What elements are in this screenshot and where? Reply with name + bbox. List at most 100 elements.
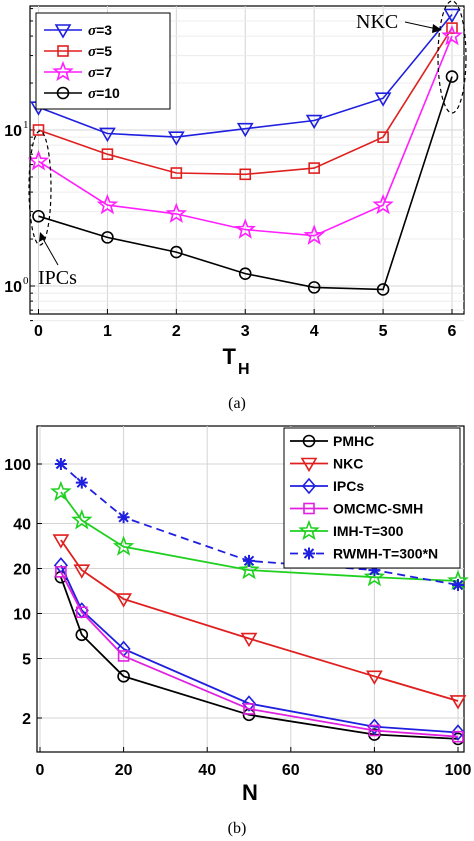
chart-b-data-point xyxy=(115,593,132,608)
chart-b-legend-label: PMHC xyxy=(333,433,374,449)
chart-a-series-2 xyxy=(27,24,463,245)
chart-a-data-point xyxy=(101,231,114,244)
chart-b-series-4 xyxy=(50,480,469,591)
chart-a-data-point xyxy=(377,131,389,143)
chart-b-data-point xyxy=(240,632,258,648)
chart-b-legend-label: OMCMC-SMH xyxy=(333,501,423,517)
chart-b-ytick-label: 40 xyxy=(13,516,31,533)
chart-a-xtick-label: 2 xyxy=(172,323,181,340)
chart-b-data-point xyxy=(76,606,88,619)
chart-a-data-point xyxy=(99,127,116,143)
annotation-ipcs: IPCs xyxy=(38,267,77,289)
chart-a-data-point xyxy=(443,8,461,24)
chart-a-data-point xyxy=(165,202,188,223)
chart-a-data-point xyxy=(170,167,183,179)
chart-b-data-point xyxy=(117,511,130,524)
chart-a-series-line xyxy=(38,35,453,237)
chart-a-xtick-label: 1 xyxy=(103,323,112,340)
chart-b-legend-marker xyxy=(301,477,317,495)
chart-b-series-line xyxy=(60,463,459,586)
nkc-arrowhead xyxy=(432,24,442,33)
chart-b-data-point xyxy=(75,628,89,642)
chart-b-data-point xyxy=(452,730,464,743)
chart-b-series-3 xyxy=(55,566,464,743)
chart-a-xlabel-sub: H xyxy=(238,361,250,378)
chart-b-legend-marker xyxy=(303,547,315,560)
chart-b-data-point xyxy=(117,670,130,683)
chart-b-series-line xyxy=(60,491,459,582)
chart-a-legend-label: σ=3 xyxy=(88,22,112,39)
chart-a-legend-marker xyxy=(54,24,72,39)
chart-a-data-point xyxy=(446,22,458,34)
chart-a-series-line xyxy=(38,13,453,138)
chart-a-data-point xyxy=(170,245,183,259)
chart-b-data-point xyxy=(50,480,72,502)
chart-b-data-point xyxy=(117,650,130,662)
chart-a-xtick-label: 6 xyxy=(448,323,457,340)
chart-b-data-point xyxy=(243,703,255,715)
chart-b-data-point xyxy=(238,558,260,580)
chart-a-legend-marker xyxy=(52,60,74,82)
chart-b-legend-marker xyxy=(302,434,316,448)
chart-b-data-point xyxy=(243,554,255,567)
chart-b-data-point xyxy=(449,695,467,710)
chart-a-series-line xyxy=(38,76,453,291)
chart-a-xtick-label: 5 xyxy=(379,323,388,340)
chart-b-legend-label: IPCs xyxy=(333,478,364,494)
chart-b-series-0 xyxy=(54,570,465,746)
chart-b-data-point xyxy=(75,476,88,489)
chart-b-xtick-label: 100 xyxy=(445,762,472,779)
ipcs-arrow xyxy=(41,236,59,266)
chart-b-ytick-label: 20 xyxy=(13,561,31,578)
chart-b-legend-box xyxy=(283,427,461,569)
chart-b-series-5 xyxy=(54,458,464,592)
chart-b-data-point xyxy=(55,566,67,578)
chart-b-series-1 xyxy=(52,534,467,710)
chart-a-data-point xyxy=(441,24,463,46)
chart-b-xtick-label: 0 xyxy=(36,762,45,779)
chart-b-series-line xyxy=(60,576,459,740)
chart-a-data-point xyxy=(376,283,390,296)
chart-b-data-point xyxy=(112,535,135,556)
chart-b-data-point xyxy=(54,458,67,470)
chart-a-series-3 xyxy=(32,70,459,296)
chart-b-data-point xyxy=(368,564,381,577)
chart-b-legend-label: IMH-T=300 xyxy=(333,523,404,539)
chart-a-data-point xyxy=(374,92,392,107)
chart-a-data-point xyxy=(307,281,321,294)
chart-b-x-ticks: 0 20 40 60 80 100 xyxy=(36,747,472,779)
chart-b-data-point xyxy=(366,670,383,685)
chart-a-xlabel: T xyxy=(223,344,237,369)
chart-a-ytick-label: 10 xyxy=(4,279,22,296)
chart-b-series-line xyxy=(60,564,459,734)
chart-b-data-point xyxy=(363,565,386,587)
chart-a-series-1 xyxy=(32,22,458,181)
chart-a-data-point xyxy=(303,224,325,245)
chart-b-data-point xyxy=(52,534,70,549)
chart-b-data-point xyxy=(241,695,257,712)
chart-a-legend-label: σ=5 xyxy=(88,43,112,60)
chart-b-legend-marker xyxy=(300,457,318,473)
chart-a-legend-label: σ=10 xyxy=(88,85,120,102)
ipcs-ellipse xyxy=(28,130,52,246)
chart-b-ytick-label: 5 xyxy=(22,652,31,669)
nkc-arrow xyxy=(404,21,438,30)
chart-b-xtick-label: 60 xyxy=(282,762,300,779)
chart-a-series-line xyxy=(38,27,453,176)
chart-b-legend-label: RWMH-T=300*N xyxy=(333,546,438,562)
chart-a-data-point xyxy=(445,70,459,83)
chart-a-ytick-label: 10 xyxy=(4,123,22,140)
ipcs-arrowhead xyxy=(39,232,46,242)
chart-b-grid xyxy=(37,426,464,752)
chart-a-data-point xyxy=(101,148,114,160)
chart-b-ytick-label: 100 xyxy=(4,457,31,474)
chart-a-ytick-exponent: 1 xyxy=(23,119,29,131)
chart-b-legend-marker xyxy=(298,519,320,541)
chart-b-data-point xyxy=(368,724,381,737)
chart-b-caption: (b) xyxy=(228,820,247,837)
chart-b-data-point xyxy=(73,564,91,579)
chart-a-series xyxy=(27,8,463,296)
